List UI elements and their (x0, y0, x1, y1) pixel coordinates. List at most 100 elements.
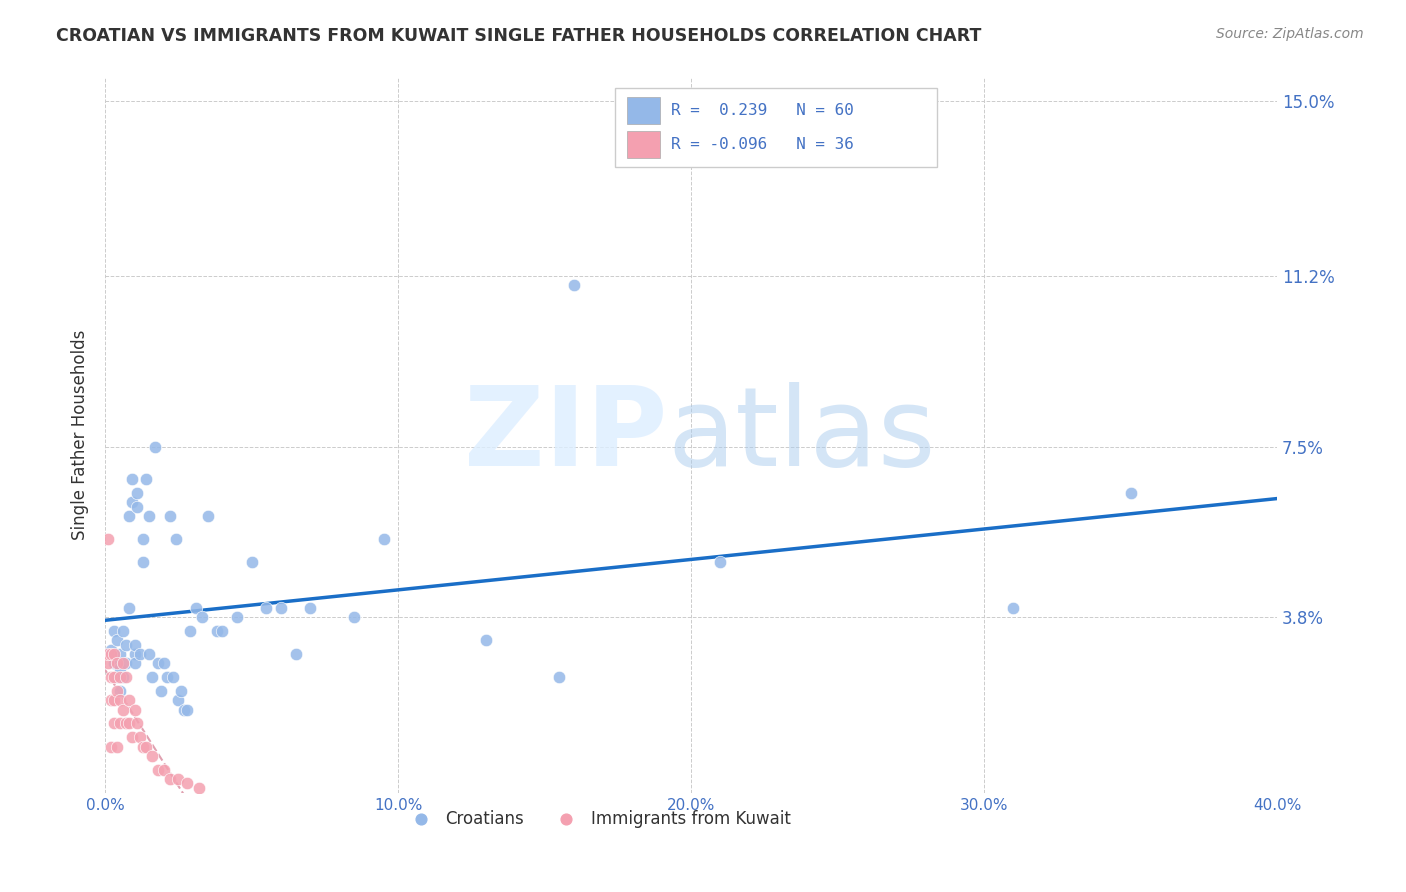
Point (118, 693, 141, 707)
Point (156, 670, 179, 684)
Text: Source: ZipAtlas.com: Source: ZipAtlas.com (1216, 27, 1364, 41)
Point (1002, 601, 1025, 615)
Point (149, 684, 172, 698)
Point (146, 763, 169, 777)
Point (108, 693, 131, 707)
Point (205, 624, 228, 639)
Point (129, 731, 152, 745)
Point (153, 763, 176, 777)
Point (141, 748, 163, 763)
Point (108, 661, 131, 675)
Point (100, 642, 122, 657)
Point (103, 647, 125, 661)
Point (226, 610, 249, 624)
Point (165, 532, 187, 546)
Point (103, 624, 125, 639)
Point (124, 647, 146, 661)
Point (100, 670, 122, 684)
Bar (627, 131, 659, 158)
Text: atlas: atlas (668, 382, 936, 489)
Point (284, 647, 307, 661)
Point (114, 657, 136, 671)
Point (299, 601, 322, 615)
Point (127, 500, 149, 514)
Point (167, 693, 190, 707)
FancyBboxPatch shape (614, 88, 938, 167)
Point (162, 670, 184, 684)
Point (179, 624, 201, 639)
Point (184, 601, 207, 615)
Point (562, 278, 585, 293)
Point (1119, 485, 1142, 500)
Point (132, 555, 155, 569)
Point (159, 772, 181, 786)
Point (103, 693, 125, 707)
Point (132, 532, 155, 546)
Point (146, 657, 169, 671)
Point (97, 532, 120, 546)
Point (108, 716, 131, 731)
Point (114, 716, 136, 731)
Point (173, 703, 195, 717)
Point (170, 684, 193, 698)
Point (103, 657, 125, 671)
Point (141, 670, 163, 684)
Y-axis label: Single Father Households: Single Father Households (72, 330, 89, 541)
Point (132, 739, 155, 754)
Point (111, 670, 134, 684)
Point (124, 703, 146, 717)
Text: R =  0.239   N = 60: R = 0.239 N = 60 (671, 103, 853, 118)
Point (103, 716, 125, 731)
Point (709, 555, 731, 569)
Point (100, 739, 122, 754)
Legend: Croatians, Immigrants from Kuwait: Croatians, Immigrants from Kuwait (398, 803, 797, 834)
Point (343, 610, 366, 624)
Point (118, 508, 141, 523)
Text: CROATIAN VS IMMIGRANTS FROM KUWAIT SINGLE FATHER HOUSEHOLDS CORRELATION CHART: CROATIAN VS IMMIGRANTS FROM KUWAIT SINGL… (56, 27, 981, 45)
Point (105, 657, 128, 671)
Point (121, 731, 143, 745)
Point (138, 647, 160, 661)
Point (105, 739, 128, 754)
Point (254, 601, 277, 615)
Point (105, 670, 128, 684)
Point (118, 601, 141, 615)
Point (118, 716, 141, 731)
Point (548, 670, 571, 684)
Point (129, 647, 152, 661)
Point (270, 601, 292, 615)
Point (114, 670, 136, 684)
Point (475, 633, 498, 648)
Point (240, 555, 263, 569)
Point (97, 657, 120, 671)
Bar (627, 96, 659, 124)
Point (153, 657, 176, 671)
Point (124, 638, 146, 652)
Point (100, 647, 122, 661)
Point (108, 670, 131, 684)
Point (114, 638, 136, 652)
Point (121, 472, 143, 486)
Point (105, 684, 128, 698)
Point (135, 739, 157, 754)
Point (197, 508, 219, 523)
Text: R = -0.096   N = 36: R = -0.096 N = 36 (671, 137, 853, 153)
Point (167, 772, 190, 786)
Point (108, 684, 131, 698)
Point (127, 716, 149, 731)
Point (188, 780, 211, 795)
Point (124, 657, 146, 671)
Point (111, 703, 134, 717)
Point (121, 495, 143, 509)
Point (211, 624, 233, 639)
Point (97, 647, 120, 661)
Point (159, 508, 181, 523)
Point (138, 508, 160, 523)
Point (127, 485, 149, 500)
Point (176, 703, 198, 717)
Point (100, 693, 122, 707)
Point (373, 532, 395, 546)
Point (143, 440, 166, 454)
Point (111, 624, 134, 639)
Point (191, 610, 214, 624)
